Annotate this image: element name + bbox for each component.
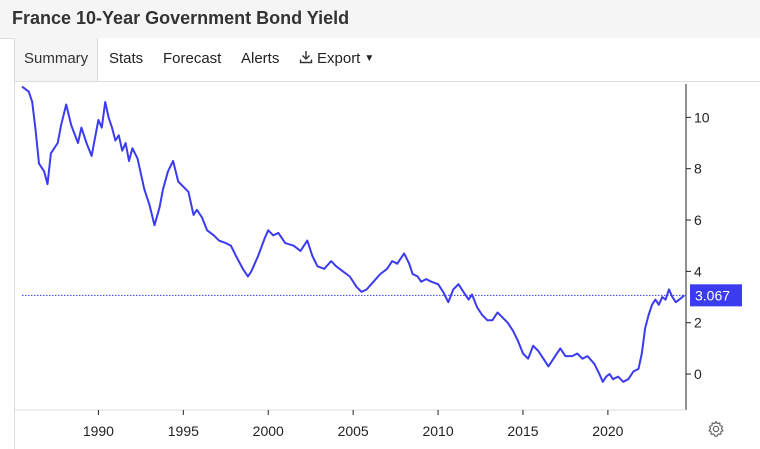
- tab-summary-label: Summary: [24, 50, 89, 67]
- x-tick-label: 2010: [422, 423, 453, 439]
- tab-forecast[interactable]: Forecast: [163, 38, 221, 80]
- chart-header: France 10-Year Government Bond Yield: [0, 0, 760, 39]
- gear-icon[interactable]: [707, 420, 725, 438]
- tab-stats[interactable]: Stats: [109, 38, 143, 80]
- tab-export-label: Export: [317, 50, 361, 67]
- x-tick-label: 1990: [83, 423, 114, 439]
- x-tick-label: 2020: [592, 423, 623, 439]
- series-line: [21, 85, 685, 383]
- x-axis: 1990 1995 2000 2005 2010 2015 2020: [14, 409, 686, 439]
- y-tick-label: 4: [694, 263, 702, 279]
- page-title: France 10-Year Government Bond Yield: [12, 8, 350, 28]
- y-tick-label: 2: [694, 315, 702, 331]
- y-tick-label: 6: [694, 212, 702, 228]
- download-icon: [299, 51, 313, 64]
- x-tick-label: 2005: [338, 423, 369, 439]
- y-axis: 10 8 6 4 2 0: [685, 84, 710, 410]
- y-tick-label: 10: [694, 109, 710, 125]
- tab-alerts-label: Alerts: [241, 50, 280, 67]
- last-value-label: 3.067: [695, 287, 730, 303]
- chart-area: [14, 82, 760, 449]
- x-tick-label: 2000: [253, 423, 284, 439]
- tab-stats-label: Stats: [109, 50, 144, 67]
- tab-bar: Summary Stats Forecast Alerts Export ▼: [14, 38, 760, 82]
- tab-summary[interactable]: Summary: [14, 38, 99, 81]
- chevron-down-icon: ▼: [364, 53, 375, 64]
- tab-export[interactable]: Export ▼: [299, 38, 374, 80]
- y-tick-label: 0: [694, 366, 702, 382]
- tab-alerts[interactable]: Alerts: [241, 38, 279, 80]
- tab-forecast-label: Forecast: [163, 50, 222, 67]
- x-tick-label: 2015: [507, 423, 538, 439]
- x-tick-label: 1995: [168, 423, 199, 439]
- y-tick-label: 8: [694, 161, 702, 177]
- last-value-badge: [690, 284, 742, 307]
